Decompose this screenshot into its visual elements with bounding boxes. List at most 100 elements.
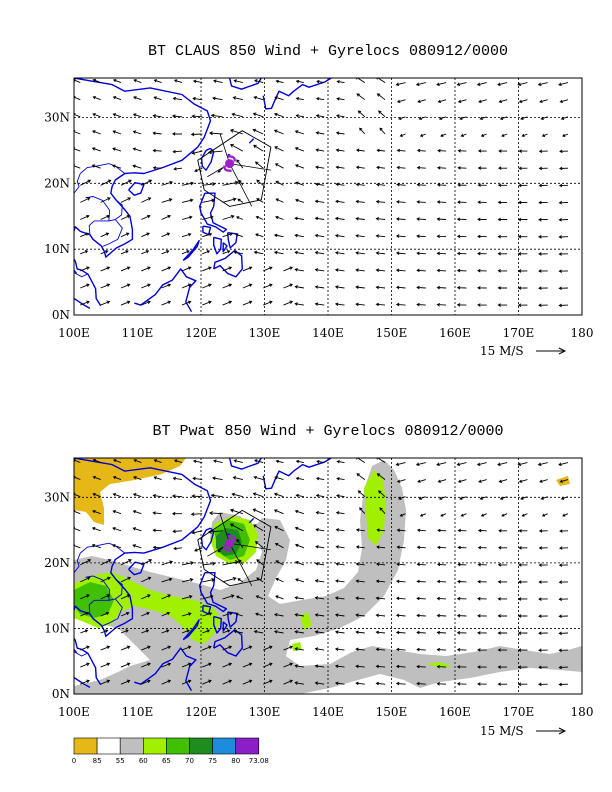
- wind-vector: [375, 596, 386, 601]
- wind-vector: [395, 630, 406, 635]
- wind-vector: [294, 302, 304, 306]
- wind-vector: [375, 302, 386, 307]
- wind-vector: [498, 166, 508, 170]
- wind-vector: [202, 198, 216, 203]
- wind-vector: [541, 133, 548, 137]
- wind-vector: [315, 493, 325, 498]
- wind-vector: [497, 682, 508, 686]
- wind-vector: [173, 459, 183, 464]
- wind-vector: [181, 561, 195, 566]
- wind-vector: [132, 113, 142, 118]
- wind-vector: [477, 631, 487, 635]
- wind-vector: [253, 250, 264, 255]
- wind-vector: [476, 82, 487, 87]
- wind-vector: [253, 475, 264, 481]
- wind-vector: [436, 268, 447, 273]
- wind-vector: [517, 682, 528, 686]
- wind-vector: [559, 529, 569, 533]
- wind-vector: [395, 647, 406, 652]
- country-border: [108, 542, 126, 554]
- coastline: [213, 249, 243, 278]
- wind-vector: [141, 679, 151, 685]
- wind-vector: [315, 114, 325, 118]
- wind-vector: [497, 200, 508, 205]
- wind-vector: [295, 114, 304, 118]
- panel-1-y-tick-labels: 0N 10N 20N 30N: [44, 111, 70, 323]
- wind-vector: [181, 215, 193, 220]
- wind-vector: [396, 99, 406, 104]
- wind-vector: [517, 286, 528, 290]
- wind-vector: [80, 232, 90, 238]
- wind-vector: [92, 492, 101, 498]
- wind-vector: [375, 630, 386, 635]
- wind-vector: [418, 496, 426, 500]
- wind-vector: [357, 110, 366, 118]
- wind-vector: [416, 681, 426, 686]
- wind-vector: [294, 613, 304, 617]
- wind-vector: [395, 664, 406, 669]
- wind-vector: [538, 580, 548, 584]
- wind-vector: [395, 302, 406, 307]
- panel-1-title: BT CLAUS 850 Wind + Gyrelocs 080912/0000: [148, 43, 508, 60]
- wind-vector: [416, 268, 426, 273]
- wind-vector: [355, 647, 365, 652]
- wind-vector: [558, 303, 569, 308]
- gyre-radial: [219, 513, 230, 544]
- coastline: [213, 615, 222, 634]
- wind-vector: [375, 681, 386, 686]
- wind-vector: [222, 180, 240, 186]
- wind-vector: [273, 492, 284, 498]
- wind-vector: [173, 79, 183, 84]
- wind-vector: [100, 283, 111, 289]
- coastline: [134, 268, 197, 313]
- panel-2-y-tick-labels: 0N 10N 20N 30N: [44, 490, 70, 701]
- wind-vector: [436, 462, 447, 467]
- country-border: [102, 219, 123, 247]
- wind-vector: [355, 182, 365, 187]
- wind-vector: [314, 613, 325, 617]
- wind-vector: [456, 665, 467, 669]
- wind-vector: [314, 182, 325, 187]
- wind-vector: [538, 269, 548, 273]
- coastline: [74, 458, 212, 686]
- wind-vector: [100, 645, 111, 651]
- wind-vector: [120, 300, 131, 306]
- wind-vector: [273, 612, 284, 617]
- wind-vector: [161, 594, 172, 600]
- wind-vector: [375, 579, 386, 583]
- wind-vector: [161, 232, 171, 238]
- y-tick-label: 0N: [52, 308, 70, 322]
- colorbar-label: 73.08: [249, 757, 269, 765]
- panel-2-reference-label: 15 M/S: [480, 724, 524, 738]
- x-tick-label: 110E: [122, 326, 154, 340]
- x-tick-label: 120E: [185, 326, 217, 340]
- country-border: [115, 199, 123, 220]
- wind-vector: [273, 112, 284, 118]
- wind-vector: [396, 165, 406, 170]
- coastline: [222, 621, 228, 632]
- wind-vector: [275, 198, 284, 203]
- wind-vector: [395, 462, 406, 467]
- wind-vector: [415, 82, 426, 87]
- wind-vector: [375, 182, 386, 187]
- wind-vector: [436, 217, 447, 221]
- wind-vector: [334, 268, 345, 272]
- wind-vector: [283, 679, 293, 685]
- wind-vector: [192, 79, 203, 84]
- wind-vector: [395, 82, 406, 87]
- wind-vector: [395, 681, 406, 686]
- wind-vector: [242, 662, 253, 668]
- wind-vector: [229, 523, 244, 532]
- wind-vector: [237, 578, 244, 583]
- gyre-radial: [229, 543, 253, 587]
- wind-vector: [436, 251, 447, 256]
- wind-vector: [263, 266, 273, 272]
- wind-vector: [202, 266, 212, 272]
- wind-vector: [202, 283, 212, 289]
- wind-vector: [355, 664, 365, 669]
- wind-vector: [263, 662, 273, 668]
- wind-vector: [379, 127, 386, 135]
- wind-vector: [172, 114, 183, 118]
- wind-vector: [92, 475, 101, 481]
- coastline: [200, 147, 215, 171]
